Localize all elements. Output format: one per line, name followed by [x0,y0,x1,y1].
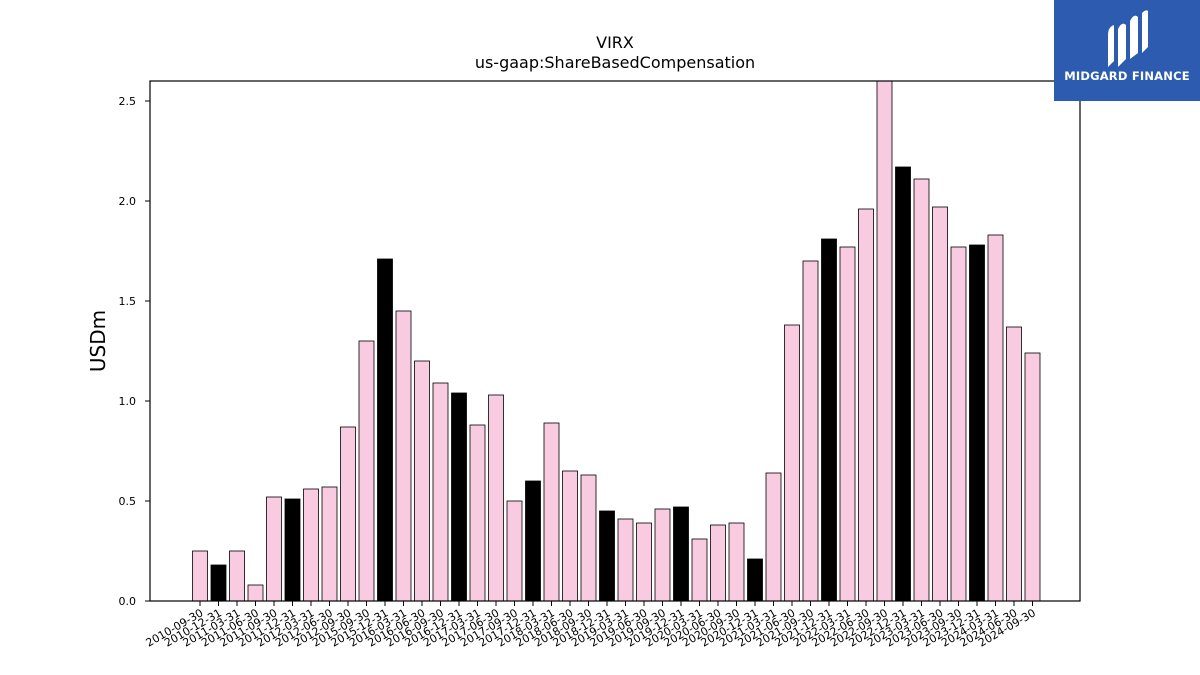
bar-2023-06-30 [932,206,948,602]
bar-2018-09-30 [580,474,597,602]
bar-2024-06-30 [1006,326,1022,602]
bar-2011-03-31 [229,550,245,602]
bar-2022-09-30 [876,80,893,602]
bar-2016-06-30 [414,360,430,602]
x-axis-ticks: 2010-09-302010-12-312011-03-312011-06-30… [144,601,1038,650]
bar-2011-12-31 [284,498,301,602]
logo-text: MIDGARD FINANCE [1064,69,1190,83]
y-axis-ticks: 0.0 0.5 1.0 1.5 2.0 2.5 [119,95,150,608]
bar-2019-06-30 [636,522,652,602]
bars-group [192,80,1041,602]
bar-2017-06-30 [488,394,504,602]
y-tick-label: 1.5 [119,295,137,308]
bar-2017-09-30 [506,500,523,602]
y-tick-label: 2.5 [119,95,137,108]
bar-2018-12-31 [599,510,615,602]
bar-2024-09-30 [1024,352,1041,602]
y-tick-label: 1.0 [119,395,137,408]
bar-2020-06-30 [710,524,726,602]
y-tick-label: 0.0 [119,595,137,608]
bar-2024-03-31 [987,234,1004,602]
bar-2019-12-31 [673,506,689,602]
bar-2021-06-30 [784,324,800,602]
bar-2023-03-31 [913,178,930,602]
bar-2012-03-31 [303,488,319,602]
bar-2022-03-31 [839,246,856,602]
bar-2022-06-30 [858,208,874,602]
bar-2019-03-31 [617,518,634,602]
bar-2023-09-30 [950,246,967,602]
y-axis-label: USDm [86,310,110,372]
bar-2010-09-30 [192,550,208,602]
bar-2022-12-31 [895,166,911,602]
bar-2018-06-30 [562,470,578,602]
bar-2016-09-30 [432,382,449,602]
bar-2017-12-31 [525,480,541,602]
midgard-finance-logo: MIDGARD FINANCE [1054,0,1200,101]
bar-2020-12-31 [747,558,763,602]
plot-frame [149,80,1081,602]
midgard-logo-icon [1108,10,1148,68]
bar-2012-06-30 [321,486,338,602]
bar-2017-03-31 [469,424,486,602]
bar-2018-03-31 [543,422,560,602]
y-tick-label: 2.0 [119,195,137,208]
bar-2019-09-30 [654,508,671,602]
bar-2020-09-30 [728,522,745,602]
bar-2016-03-31 [395,310,412,602]
bar-2020-03-31 [691,538,708,602]
bar-2016-12-31 [451,392,467,602]
y-tick-label: 0.5 [119,495,137,508]
chart-title: VIRX [596,33,634,52]
bar-2021-03-31 [765,472,782,602]
bar-2021-12-31 [821,238,837,602]
bar-2015-09-30 [358,340,375,602]
bar-2015-12-31 [377,258,393,602]
bar-2011-09-30 [266,496,282,602]
chart-subtitle: us-gaap:ShareBasedCompensation [475,53,755,72]
bar-2021-09-30 [802,260,819,602]
bar-2011-06-30 [247,584,264,602]
bar-2010-12-31 [210,564,227,602]
bar-2023-12-31 [969,244,985,602]
bar-2012-09-30 [340,426,356,602]
